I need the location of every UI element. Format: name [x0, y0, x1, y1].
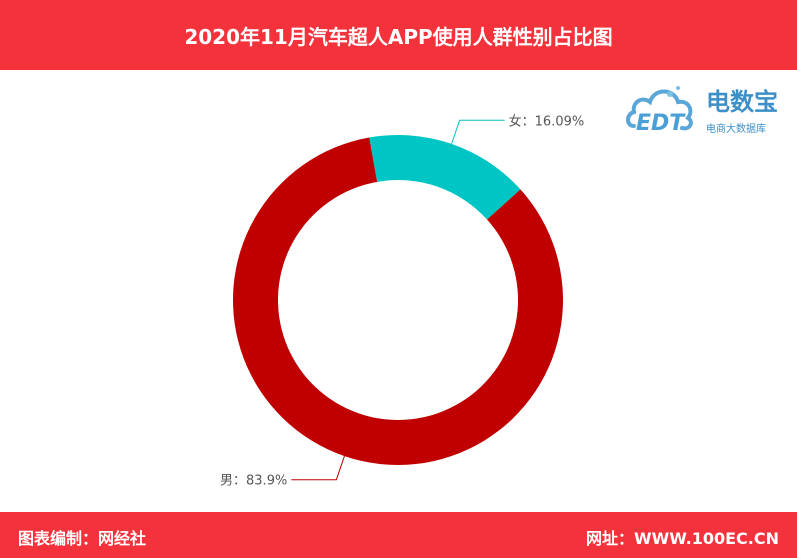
edt-logo-graphic: EDT 电数宝 电商大数据库: [626, 86, 778, 136]
donut-svg: 女：16.09% 男：83.9%: [220, 113, 585, 489]
footer-bar: 图表编制：网经社 网址：WWW.100EC.CN: [0, 512, 797, 558]
edt-logo-tagline: 电商大数据库: [706, 122, 766, 135]
chart-title: 2020年11月汽车超人APP使用人群性别占比图: [184, 24, 613, 49]
leader-line-female: [451, 119, 505, 145]
edt-logo: EDT 电数宝 电商大数据库: [626, 76, 791, 140]
edt-logo-mark: EDT: [636, 111, 686, 136]
data-label-female: 女：16.09%: [509, 113, 585, 129]
leader-line-male: [291, 455, 345, 481]
gender-donut-chart: 女：16.09% 男：83.9%: [0, 70, 797, 512]
source-credit: 图表编制：网经社: [18, 529, 147, 548]
website-label: 网址：WWW.100EC.CN: [585, 529, 779, 548]
data-label-male: 男：83.9%: [220, 474, 287, 489]
edt-logo-name: 电数宝: [706, 88, 778, 116]
chart-title-bar: 2020年11月汽车超人APP使用人群性别占比图: [0, 0, 797, 70]
donut-slice-female: [369, 135, 521, 220]
